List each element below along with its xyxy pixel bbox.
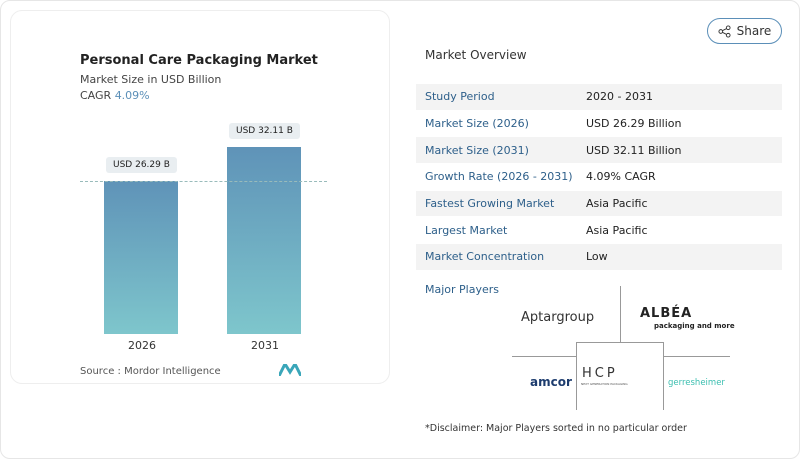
source: Source : Mordor Intelligence	[80, 366, 221, 377]
baseline-dash	[80, 181, 327, 182]
divider	[664, 356, 730, 357]
overview-row: Market Size (2026) USD 26.29 Billion	[416, 111, 782, 138]
hcp-logo: HCP	[582, 366, 618, 381]
overview-row: Market Concentration Low	[416, 244, 782, 271]
row-value: Asia Pacific	[586, 223, 648, 237]
cagr-label: CAGR	[80, 89, 112, 102]
logo-box	[576, 342, 664, 410]
cagr-value: 4.09%	[114, 89, 150, 102]
overview-row: Fastest Growing Market Asia Pacific	[416, 190, 782, 218]
gerresheimer-logo: gerresheimer	[668, 378, 725, 388]
chart-subtitle: Market Size in USD Billion	[80, 73, 222, 86]
row-value: Low	[586, 250, 608, 264]
disclaimer: *Disclaimer: Major Players sorted in no …	[425, 423, 687, 434]
row-key: Market Concentration	[425, 250, 545, 264]
albea-tagline: packaging and more	[654, 322, 735, 330]
albea-logo: ALBÉA	[640, 306, 693, 321]
row-value: USD 32.11 Billion	[586, 143, 682, 157]
share-icon	[718, 24, 731, 38]
row-key: Growth Rate (2026 - 2031)	[425, 170, 573, 184]
row-key: Study Period	[425, 90, 495, 104]
mordor-logo-icon	[279, 364, 301, 376]
row-value: 2020 - 2031	[586, 90, 653, 104]
row-key: Market Size (2026)	[425, 117, 529, 131]
divider	[620, 286, 621, 342]
x-tick-label: 2031	[251, 339, 279, 352]
major-players-title: Major Players	[425, 283, 499, 296]
chart-title: Personal Care Packaging Market	[80, 53, 318, 68]
row-key: Largest Market	[425, 223, 508, 237]
divider	[512, 356, 576, 357]
hcp-tagline: NEXT GENERATION PACKAGING	[581, 382, 628, 386]
overview-row: Largest Market Asia Pacific	[416, 217, 782, 245]
data-label: USD 26.29 B	[106, 156, 177, 173]
row-value: Asia Pacific	[586, 197, 648, 211]
share-label: Share	[736, 24, 772, 38]
overview-row: Market Size (2031) USD 32.11 Billion	[416, 137, 782, 165]
chart-card	[10, 10, 390, 384]
data-label: USD 32.11 B	[229, 123, 300, 139]
amcor-logo: amcor	[530, 375, 572, 389]
aptargroup-logo: Aptargroup	[521, 310, 595, 325]
bar-2031	[227, 147, 301, 334]
bar-2026	[104, 180, 178, 334]
overview-row: Growth Rate (2026 - 2031) 4.09% CAGR	[416, 164, 782, 191]
row-key: Market Size (2031)	[425, 143, 529, 157]
overview-title: Market Overview	[425, 48, 527, 62]
row-value: USD 26.29 Billion	[586, 117, 682, 131]
overview-table: Study Period 2020 - 2031 Market Size (2026…	[416, 84, 782, 271]
share-button[interactable]: Share	[707, 18, 782, 44]
row-value: 4.09% CAGR	[586, 170, 656, 184]
row-key: Fastest Growing Market	[425, 197, 555, 211]
x-tick-label: 2026	[128, 339, 156, 352]
cagr: CAGR 4.09%	[80, 89, 150, 102]
overview-row: Study Period 2020 - 2031	[416, 84, 782, 111]
